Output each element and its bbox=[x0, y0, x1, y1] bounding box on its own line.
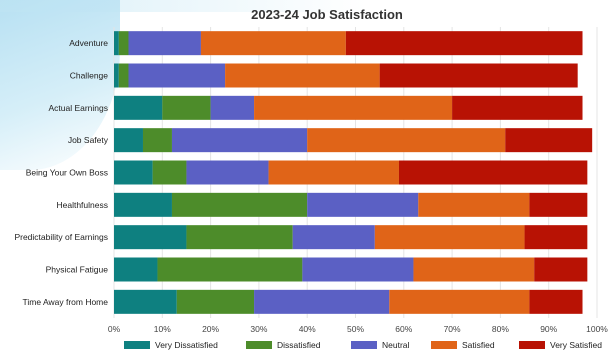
bar-segment bbox=[142, 128, 172, 153]
bars bbox=[114, 31, 593, 314]
background-wash bbox=[0, 0, 610, 12]
legend-swatch bbox=[351, 341, 377, 349]
legend-label: Dissatisfied bbox=[277, 340, 321, 350]
bar-segment bbox=[114, 225, 187, 250]
bar-segment bbox=[118, 63, 129, 88]
bar-segment bbox=[186, 160, 269, 185]
bar-segment bbox=[534, 257, 588, 282]
legend-label: Neutral bbox=[382, 340, 410, 350]
bar-segment bbox=[307, 128, 506, 153]
bar-segment bbox=[413, 257, 535, 282]
legend-swatch bbox=[124, 341, 150, 349]
bar-segment bbox=[524, 225, 588, 250]
x-tick-label: 40% bbox=[299, 324, 316, 334]
bar-segment bbox=[157, 257, 303, 282]
bar-segment bbox=[292, 225, 375, 250]
category-label: Actual Earnings bbox=[48, 103, 108, 113]
bar-segment bbox=[529, 289, 583, 314]
category-label: Predictability of Earnings bbox=[14, 232, 108, 242]
x-tick-label: 60% bbox=[395, 324, 412, 334]
category-label: Adventure bbox=[69, 38, 108, 48]
bar-segment bbox=[374, 225, 525, 250]
x-tick-label: 0% bbox=[108, 324, 121, 334]
x-tick-label: 70% bbox=[444, 324, 461, 334]
bar-segment bbox=[128, 31, 201, 56]
bar-segment bbox=[114, 160, 153, 185]
legend-swatch bbox=[246, 341, 272, 349]
bar-segment bbox=[254, 95, 453, 120]
bar-segment bbox=[118, 31, 129, 56]
bar-segment bbox=[302, 257, 414, 282]
bar-segment bbox=[128, 63, 226, 88]
legend-label: Very Dissatisfied bbox=[155, 340, 218, 350]
bar-segment bbox=[114, 128, 143, 153]
legend-label: Very Satisfied bbox=[550, 340, 602, 350]
bar-segment bbox=[114, 192, 172, 217]
bar-segment bbox=[505, 128, 593, 153]
bar-segment bbox=[114, 31, 119, 56]
bar-segment bbox=[200, 31, 346, 56]
bar-segment bbox=[114, 95, 163, 120]
bar-segment bbox=[114, 257, 158, 282]
bar-segment bbox=[225, 63, 380, 88]
x-tick-label: 30% bbox=[250, 324, 267, 334]
bar-segment bbox=[114, 63, 119, 88]
legend-swatch bbox=[431, 341, 457, 349]
legend-swatch bbox=[519, 341, 545, 349]
category-label: Challenge bbox=[70, 71, 109, 81]
legend: Very Dissatisfied Dissatisfied Neutral Sati… bbox=[124, 340, 602, 350]
bar-segment bbox=[152, 160, 187, 185]
bar-segment bbox=[389, 289, 530, 314]
category-label: Being Your Own Boss bbox=[26, 168, 108, 178]
bar-segment bbox=[171, 128, 308, 153]
category-label: Healthfulness bbox=[56, 200, 108, 210]
x-tick-label: 20% bbox=[202, 324, 219, 334]
x-tick-label: 90% bbox=[540, 324, 557, 334]
bar-segment bbox=[176, 289, 255, 314]
category-label: Job Safety bbox=[68, 135, 109, 145]
x-tick-label: 80% bbox=[492, 324, 509, 334]
x-tick-label: 100% bbox=[586, 324, 608, 334]
bar-segment bbox=[171, 192, 308, 217]
bar-segment bbox=[452, 95, 583, 120]
x-axis-ticks: 0% 10% 20% 30% 40% 50% 60% 70% 80% 90% 100% bbox=[108, 324, 608, 334]
bar-segment bbox=[379, 63, 578, 88]
bar-segment bbox=[398, 160, 588, 185]
bar-segment bbox=[186, 225, 293, 250]
bar-segment bbox=[114, 289, 177, 314]
category-label: Time Away from Home bbox=[23, 297, 109, 307]
bar-segment bbox=[162, 95, 211, 120]
category-labels: Adventure Challenge Actual Earnings Job Saf… bbox=[14, 38, 108, 307]
x-tick-label: 50% bbox=[347, 324, 364, 334]
bar-segment bbox=[529, 192, 588, 217]
bar-segment bbox=[210, 95, 255, 120]
bar-segment bbox=[418, 192, 530, 217]
chart-title: 2023-24 Job Satisfaction bbox=[251, 7, 403, 22]
category-label: Physical Fatigue bbox=[46, 265, 109, 275]
legend-label: Satisfied bbox=[462, 340, 495, 350]
bar-segment bbox=[345, 31, 583, 56]
bar-segment bbox=[307, 192, 419, 217]
bar-segment bbox=[254, 289, 390, 314]
bar-segment bbox=[268, 160, 399, 185]
x-tick-label: 10% bbox=[154, 324, 171, 334]
